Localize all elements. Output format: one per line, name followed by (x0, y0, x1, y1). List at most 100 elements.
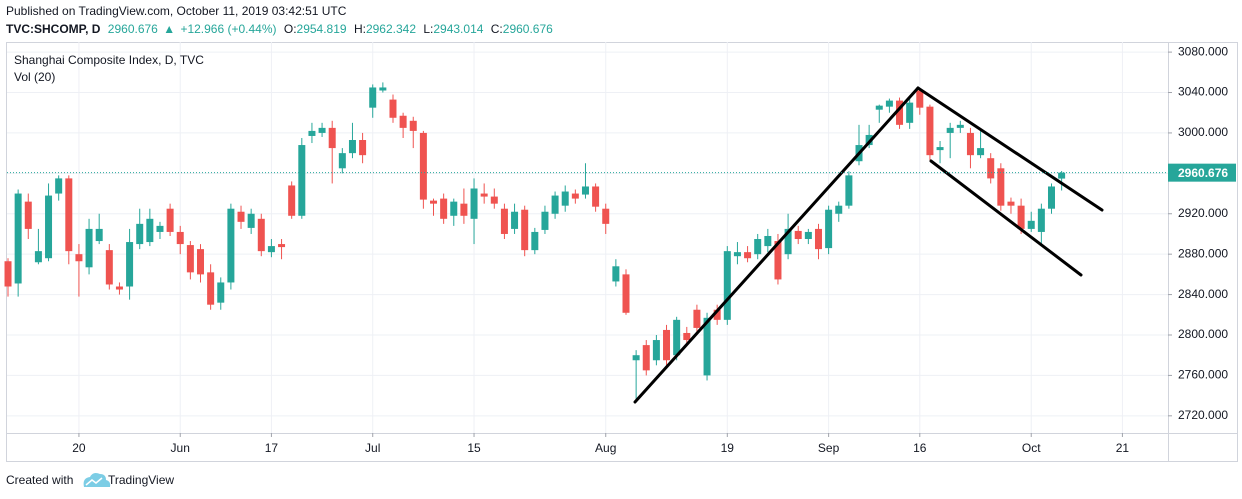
y-tick-label: 2840.000 (1178, 287, 1228, 301)
x-tick-label: 21 (1116, 441, 1130, 455)
candle-body (176, 231, 184, 245)
candle-body (257, 218, 265, 252)
candle-body (1007, 201, 1015, 206)
candle-body (723, 251, 731, 320)
candle-body (24, 201, 32, 229)
candle-body (55, 178, 63, 194)
symbol-header: TVC:SHCOMP, D 2960.676 ▲ +12.966 (+0.44%… (6, 22, 553, 36)
candle-body (34, 251, 42, 263)
x-tick-label: 15 (467, 441, 481, 455)
y-tick-label: 2800.000 (1178, 327, 1228, 341)
candle-body (602, 208, 610, 224)
candle-body (115, 286, 123, 290)
candle-body (845, 175, 853, 206)
candle-body (673, 319, 681, 356)
x-tick-label: 19 (721, 441, 735, 455)
candle-body (399, 115, 407, 128)
candle-body (592, 186, 600, 207)
candle-layer (4, 82, 1066, 402)
candle-body (75, 254, 83, 262)
candle-body (642, 345, 650, 371)
last-price-label: 2960.676 (1178, 166, 1228, 180)
candle-body (612, 266, 620, 282)
candle-body (197, 249, 204, 275)
x-tick-label: Jul (365, 441, 380, 455)
candle-body (744, 252, 752, 259)
candle-body (136, 223, 144, 245)
chart-title: Shanghai Composite Index, D, TVC (14, 53, 204, 67)
ohlc-label: C: (491, 22, 503, 36)
ohlc-label: L: (423, 22, 433, 36)
candle-body (946, 127, 954, 133)
candle-body (328, 127, 336, 149)
candle-body (1058, 172, 1066, 179)
candle-body (936, 147, 944, 151)
x-tick-label: Sep (818, 441, 840, 455)
candle-body (652, 340, 660, 361)
candle-body (926, 106, 934, 156)
candle-body (308, 130, 316, 136)
y-tick-label: 2720.000 (1178, 408, 1228, 422)
candle-body (906, 102, 914, 123)
candle-body (713, 309, 721, 320)
candle-body (541, 211, 549, 230)
candle-body (784, 228, 792, 255)
footer-brand: TradingView (108, 473, 174, 487)
candle-body (440, 198, 448, 219)
candle-body (348, 140, 356, 154)
ohlc-label: H: (354, 22, 366, 36)
candle-body (571, 193, 579, 199)
candle-body (409, 120, 417, 131)
candle-body (379, 87, 387, 91)
trend-line (916, 86, 1104, 212)
y-tick-label: 3040.000 (1178, 85, 1228, 99)
candle-body (338, 153, 346, 169)
tradingview-logo (83, 473, 111, 487)
candle-body (237, 211, 245, 222)
x-tick-label: Jun (171, 441, 190, 455)
candle-body (450, 201, 458, 216)
candle-body (359, 140, 367, 156)
candle-body (804, 231, 812, 240)
candle-body (105, 250, 113, 285)
candle-body (500, 208, 508, 234)
chart-subtitle: Vol (20) (14, 70, 55, 84)
x-tick-label: Oct (1022, 441, 1041, 455)
candle-body (85, 228, 93, 268)
candle-body (693, 309, 701, 328)
candle-body (875, 105, 883, 110)
candle-body (298, 145, 306, 216)
candle-body (966, 132, 974, 156)
ohlc-value: 2962.342 (366, 22, 416, 36)
symbol: TVC:SHCOMP, D (6, 22, 101, 36)
candle-body (480, 193, 488, 197)
candle-body (551, 195, 559, 214)
candle-body (166, 208, 174, 232)
candle-body (217, 282, 225, 303)
candle-body (987, 158, 995, 179)
candle-body (278, 244, 286, 248)
candle-body (126, 242, 134, 287)
candle-body (14, 193, 22, 284)
trend-line (929, 159, 1083, 277)
y-tick-label: 3000.000 (1178, 125, 1228, 139)
candle-body (511, 211, 519, 229)
candle-body (581, 186, 589, 195)
candle-body (1027, 220, 1035, 229)
candle-body (288, 185, 296, 216)
candle-body (733, 252, 741, 257)
candle-body (186, 245, 194, 273)
candle-body (764, 235, 772, 247)
last-price-box (1168, 163, 1236, 182)
candle-body (95, 228, 103, 242)
y-tick-label: 2760.000 (1178, 368, 1228, 382)
ohlc-value: 2960.676 (503, 22, 553, 36)
candle-body (531, 231, 539, 251)
candle-body (247, 213, 255, 228)
published-note: Published on TradingView.com, October 11… (6, 4, 347, 18)
candle-body (419, 132, 427, 200)
candle-body (65, 178, 73, 252)
x-tick-label: 16 (913, 441, 927, 455)
candle-body (267, 246, 275, 253)
